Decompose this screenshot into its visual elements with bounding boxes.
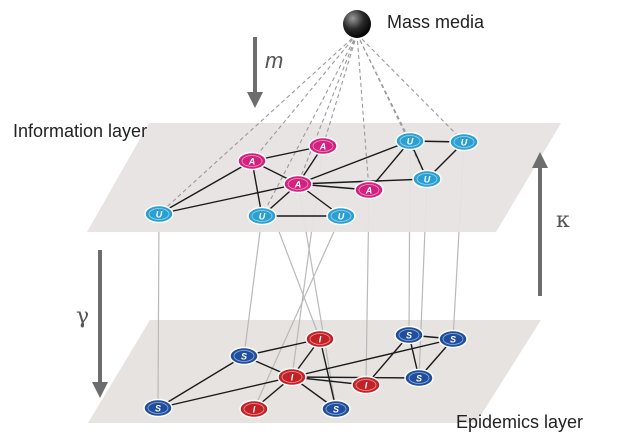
node-ring	[399, 135, 421, 147]
node-ring	[287, 178, 309, 190]
node-susceptible: S	[404, 368, 434, 388]
kappa-symbol: κ	[556, 208, 570, 233]
mass-media-link	[356, 33, 428, 180]
node-ring	[241, 155, 263, 167]
information-layer-label: Information layer	[13, 121, 148, 141]
node-ring	[281, 371, 303, 383]
node-ring	[398, 329, 420, 341]
mass-media-link	[356, 33, 411, 142]
node-ring	[453, 136, 475, 148]
node-ring	[442, 333, 464, 345]
node-ring	[147, 402, 169, 414]
network-edge	[158, 160, 253, 215]
node-infected: I	[239, 399, 269, 419]
m-symbol: m	[265, 48, 284, 73]
mass-media-link	[356, 33, 370, 191]
node-letter: I	[291, 373, 294, 383]
node-ring	[325, 403, 347, 415]
layer-link	[157, 213, 160, 409]
node-letter: U	[461, 138, 468, 148]
node-infected: I	[351, 375, 381, 395]
network-edge	[297, 178, 428, 185]
mass-media-link	[261, 33, 358, 217]
node-susceptible: S	[321, 399, 351, 419]
epidemics-nodes: S I I S S I I S S S	[143, 325, 468, 419]
network-edge	[365, 334, 410, 386]
node-ring	[358, 184, 380, 196]
node-ring	[251, 210, 273, 222]
node-letter: S	[241, 352, 247, 362]
node-aware: A	[354, 180, 384, 200]
mass-media-link	[297, 33, 358, 185]
layer-link	[253, 215, 342, 410]
node-letter: I	[319, 335, 322, 345]
node-letter: A	[319, 142, 327, 152]
node-unaware: U	[449, 132, 479, 152]
network-edge	[157, 376, 293, 409]
node-letter: S	[416, 374, 422, 384]
node-ring	[233, 350, 255, 362]
network-edge	[319, 338, 337, 410]
node-ring	[148, 208, 170, 220]
network-edge	[158, 183, 299, 215]
node-susceptible: S	[394, 325, 424, 345]
node-unaware: U	[326, 206, 356, 226]
node-unaware: U	[144, 204, 174, 224]
node-letter: U	[424, 175, 431, 185]
mass-media-sphere-icon	[343, 10, 371, 38]
media-links	[158, 33, 465, 217]
node-ring	[312, 140, 334, 152]
node-ring	[330, 210, 352, 222]
node-letter: S	[333, 405, 339, 415]
mass-media-label: Mass media	[387, 12, 485, 32]
node-susceptible: S	[438, 329, 468, 349]
information-nodes: A A A A U U U U U U	[144, 131, 479, 226]
information-layer-plane	[87, 123, 561, 232]
node-aware: A	[308, 136, 338, 156]
node-susceptible: S	[229, 346, 259, 366]
node-unaware: U	[412, 169, 442, 189]
node-susceptible: S	[143, 398, 173, 418]
node-letter: U	[338, 212, 345, 222]
node-letter: S	[450, 335, 456, 345]
mass-media-link	[322, 33, 358, 147]
network-edge	[297, 140, 411, 185]
node-letter: U	[407, 137, 414, 147]
node-letter: S	[406, 331, 412, 341]
node-letter: U	[156, 210, 163, 220]
gamma-symbol: γ	[76, 304, 90, 329]
epidemics-layer-label: Epidemics layer	[456, 412, 584, 432]
node-letter: I	[253, 405, 256, 415]
node-letter: A	[365, 186, 373, 196]
node-ring	[309, 333, 331, 345]
mass-media-link	[158, 33, 358, 215]
layer-link	[243, 215, 263, 357]
node-ring	[408, 372, 430, 384]
node-aware: A	[283, 174, 313, 194]
node-letter: A	[294, 180, 302, 190]
network-edge	[157, 355, 245, 409]
node-ring	[355, 379, 377, 391]
node-aware: A	[237, 151, 267, 171]
node-letter: S	[155, 404, 161, 414]
mass-media-link	[356, 33, 465, 143]
node-ring	[416, 173, 438, 185]
node-letter: I	[365, 381, 368, 391]
epidemics-edges	[157, 334, 454, 410]
node-ring	[243, 403, 265, 415]
network-edge	[291, 376, 420, 379]
node-unaware: U	[395, 131, 425, 151]
node-letter: A	[248, 157, 256, 167]
node-infected: I	[305, 329, 335, 349]
node-infected: I	[277, 367, 307, 387]
network-edge	[291, 338, 454, 378]
node-unaware: U	[247, 206, 277, 226]
node-letter: U	[259, 212, 266, 222]
